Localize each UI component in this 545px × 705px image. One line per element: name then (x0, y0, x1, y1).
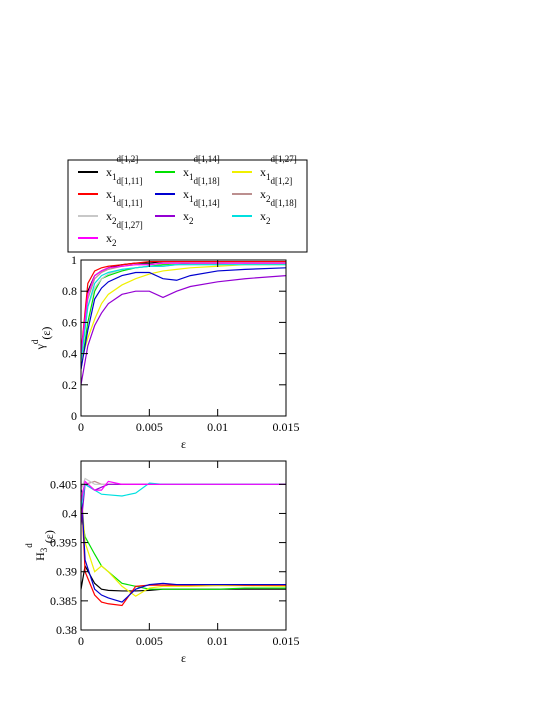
data-line (81, 264, 286, 362)
legend-sup: d[1,11] (117, 176, 143, 186)
legend-name: x (106, 165, 112, 179)
legend-label: x2d[1,11] (106, 198, 142, 226)
legend-name: x (260, 209, 266, 223)
y-tick-label: 0.4 (62, 347, 77, 361)
y-label-base: γ (33, 343, 47, 350)
legend-name: x (260, 165, 266, 179)
y-tick-label: 0.6 (62, 315, 77, 329)
legend-name: x (183, 209, 189, 223)
legend-name: x (106, 231, 112, 245)
data-line (81, 564, 286, 592)
y-label-tail: (ε) (39, 327, 53, 340)
legend-sup: d[1,14] (194, 198, 220, 208)
y-label-sup: d (24, 543, 34, 548)
legend-box (67, 159, 308, 253)
data-line (81, 275, 286, 385)
x-tick-label: 0.005 (136, 420, 163, 434)
legend-sup: d[1,14] (194, 154, 220, 164)
x-tick-label: 0.01 (207, 420, 228, 434)
data-line (81, 262, 286, 354)
y-tick-label: 0.39 (56, 565, 77, 579)
legend-name: x (183, 187, 189, 201)
x-axis-label: ε (181, 437, 186, 451)
y-label-sub: 3 (39, 547, 49, 552)
legend-sup: d[1,2] (271, 176, 293, 186)
legend-sub: 2 (189, 216, 194, 226)
y-axis-label: γd(ε) (30, 327, 53, 351)
y-tick-label: 0.8 (62, 284, 77, 298)
data-line (81, 484, 286, 607)
legend-sub: 2 (112, 238, 117, 248)
y-tick-label: 0.395 (50, 536, 77, 550)
plot-frame (80, 259, 287, 417)
legend-name: x (183, 165, 189, 179)
data-line (81, 260, 286, 354)
data-line (81, 480, 286, 502)
y-tick-label: 0.385 (50, 594, 77, 608)
legend-label: x1d[1,14] (183, 154, 220, 182)
legend-sup: d[1,2] (117, 154, 139, 164)
legend-label: x2d[1,2] (260, 176, 292, 204)
legend-name: x (106, 209, 112, 223)
data-line (81, 482, 286, 508)
y-tick-label: 0 (71, 409, 77, 423)
y-label-base: H (33, 552, 47, 561)
y-axis-label: H3d (ε) (24, 530, 56, 561)
legend-sub: 1 (189, 194, 194, 204)
x-tick-label: 0.01 (207, 634, 228, 648)
data-line (81, 480, 286, 497)
data-line (81, 484, 286, 603)
y-tick-label: 1 (71, 253, 77, 267)
legend-label: x1d[1,18] (183, 176, 220, 204)
legend-sub: 2 (112, 216, 117, 226)
legend-sub: 1 (112, 194, 117, 204)
x-tick-label: 0 (78, 420, 84, 434)
legend-sup: d[1,18] (271, 198, 297, 208)
x-axis-label: ε (181, 651, 186, 665)
legend-sub: 1 (266, 172, 271, 182)
legend-label: x2d[1,27] (106, 220, 143, 248)
data-line (81, 267, 286, 370)
data-line (81, 264, 286, 362)
y-tick-label: 0.38 (56, 623, 77, 637)
legend-sup: d[1,18] (194, 176, 220, 186)
legend-label: x1d[1,27] (260, 154, 297, 182)
data-line (81, 483, 286, 526)
y-label-tail: (ε) (42, 530, 56, 543)
data-line (81, 262, 286, 354)
legend-sub: 2 (266, 216, 271, 226)
plot-frame (80, 460, 287, 631)
legend-sup: d[1,27] (117, 220, 143, 230)
legend-label: x2d[1,14] (183, 198, 220, 226)
y-tick-label: 0.2 (62, 378, 77, 392)
y-tick-label: 0.4 (62, 506, 77, 520)
x-tick-label: 0.005 (136, 634, 163, 648)
x-tick-label: 0.015 (273, 634, 300, 648)
x-tick-label: 0.015 (273, 420, 300, 434)
legend-sub: 2 (266, 194, 271, 204)
legend-label: x2d[1,18] (260, 198, 297, 226)
legend-name: x (260, 187, 266, 201)
legend-sub: 1 (189, 172, 194, 182)
x-tick-label: 0 (78, 634, 84, 648)
legend-sub: 1 (112, 172, 117, 182)
data-line (81, 262, 286, 370)
legend-label: x1d[1,2] (106, 154, 138, 182)
data-line (81, 260, 286, 362)
y-label-sup: d (30, 339, 40, 344)
data-line (81, 513, 286, 590)
legend-sup: d[1,27] (271, 154, 297, 164)
data-line (81, 490, 286, 597)
legend-label: x1d[1,11] (106, 176, 142, 204)
y-tick-label: 0.405 (50, 477, 77, 491)
legend-sup: d[1,11] (117, 198, 143, 208)
legend-name: x (106, 187, 112, 201)
